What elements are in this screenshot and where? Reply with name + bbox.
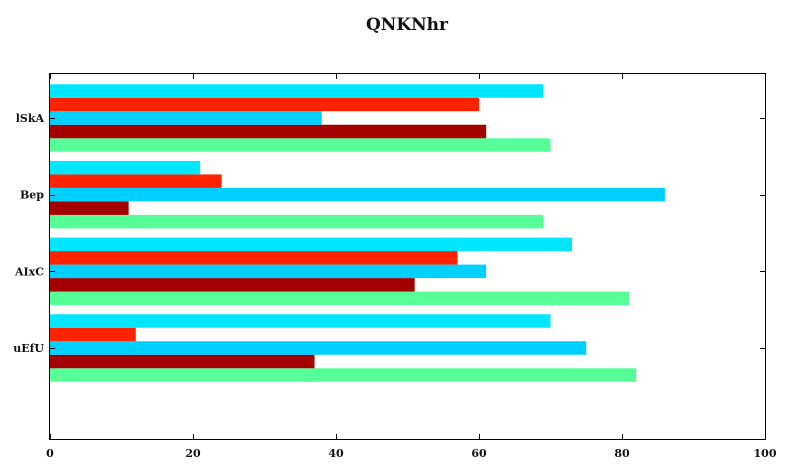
bar-aixc-s2 <box>50 265 486 279</box>
bar-lska-s0 <box>50 138 551 152</box>
y-category-label: Bep <box>20 189 44 202</box>
bar-bep-s2 <box>50 188 665 202</box>
y-category-label: uEfU <box>13 342 44 355</box>
bar-aixc-s3 <box>50 251 458 265</box>
bar-aixc-s0 <box>50 292 629 306</box>
bar-lska-s2 <box>50 111 322 125</box>
x-tick-label: 0 <box>46 447 54 460</box>
bar-uefu-s1 <box>50 355 315 369</box>
chart-title: QNKNhr <box>366 15 449 35</box>
bar-bep-s1 <box>50 201 129 215</box>
bar-uefu-s3 <box>50 328 136 342</box>
bar-lska-s4 <box>50 84 543 98</box>
bar-aixc-s4 <box>50 238 572 252</box>
y-category-label: lSkA <box>16 112 45 125</box>
bar-bep-s4 <box>50 161 200 175</box>
bar-bep-s0 <box>50 215 543 229</box>
bar-bep-s3 <box>50 174 222 188</box>
x-tick-label: 100 <box>754 447 777 460</box>
x-tick-label: 80 <box>614 447 630 460</box>
bars-layer <box>50 84 665 382</box>
x-tick-label: 20 <box>185 447 201 460</box>
bar-aixc-s1 <box>50 278 415 292</box>
bar-uefu-s0 <box>50 368 636 382</box>
bar-lska-s3 <box>50 98 479 112</box>
bar-lska-s1 <box>50 125 486 138</box>
x-tick-label: 40 <box>328 447 344 460</box>
x-tick-label: 60 <box>471 447 487 460</box>
bar-uefu-s2 <box>50 341 586 355</box>
bar-uefu-s4 <box>50 314 551 328</box>
y-category-label: AIxC <box>14 265 44 278</box>
